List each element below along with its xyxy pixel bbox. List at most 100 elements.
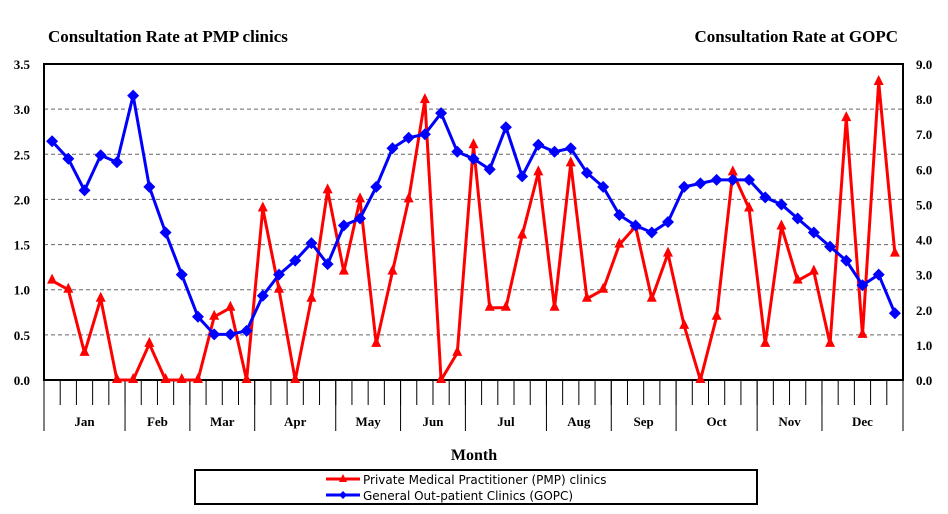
left-title: Consultation Rate at PMP clinics (48, 27, 288, 46)
pmp-point (176, 373, 187, 383)
right-tick-label: 3.0 (916, 268, 932, 283)
legend-diamond-icon (339, 491, 347, 499)
pmp-point (290, 373, 301, 383)
right-tick-label: 2.0 (916, 303, 932, 318)
month-label: Mar (210, 414, 235, 429)
gopc-point (743, 173, 756, 186)
left-tick-label: 0.5 (14, 328, 31, 343)
gopc-point (62, 152, 75, 165)
gopc-point (597, 180, 610, 193)
gopc-point (289, 254, 302, 267)
gopc-point (143, 180, 156, 193)
right-tick-label: 9.0 (916, 57, 932, 72)
left-tick-label: 3.5 (14, 57, 31, 72)
legend-triangle-icon (339, 474, 347, 482)
pmp-point (95, 291, 106, 302)
gopc-point (402, 131, 415, 144)
gopc-point (726, 173, 739, 186)
gopc-point (807, 226, 820, 239)
series-line-gopc (51, 94, 897, 336)
pmp-point (111, 373, 122, 383)
gopc-point (499, 121, 512, 134)
month-label: May (356, 414, 382, 429)
pmp-point (355, 192, 366, 203)
plot-frame (43, 63, 904, 381)
pmp-point (873, 75, 884, 86)
gopc-point (370, 180, 383, 193)
gopc-point (337, 219, 350, 232)
gopc-point (191, 310, 204, 323)
left-tick-label: 2.0 (14, 192, 30, 207)
gopc-point (613, 208, 626, 221)
pmp-point (695, 373, 706, 383)
gopc-point (94, 149, 107, 162)
pmp-point (662, 246, 673, 257)
gopc-point (451, 145, 464, 158)
pmp-point (322, 183, 333, 194)
pmp-point (744, 201, 755, 212)
left-tick-label: 2.5 (14, 147, 31, 162)
gopc-point (418, 128, 431, 141)
pmp-point (63, 282, 74, 293)
gopc-point (208, 328, 221, 341)
gopc-point (240, 324, 253, 337)
pmp-point (598, 282, 609, 293)
pmp-point (306, 291, 317, 302)
gopc-point (710, 173, 723, 186)
right-tick-label: 4.0 (916, 233, 932, 248)
gopc-point (78, 184, 91, 197)
right-tick-label: 6.0 (916, 162, 932, 177)
gopc-point (483, 163, 496, 176)
pmp-point (500, 300, 511, 311)
pmp-point (549, 300, 560, 311)
pmp-point (646, 291, 657, 302)
x-axis-title: Month (451, 447, 497, 464)
left-tick-label: 1.5 (14, 238, 31, 253)
pmp-point (192, 373, 203, 383)
pmp-point (581, 291, 592, 302)
month-label: Apr (284, 414, 307, 429)
pmp-point (825, 336, 836, 347)
gopc-point (386, 142, 399, 155)
gopc-point (775, 198, 788, 211)
pmp-point (808, 264, 819, 275)
gopc-point (273, 268, 286, 281)
pmp-point (274, 282, 285, 293)
pmp-point (484, 300, 495, 311)
month-label: Jan (74, 414, 95, 429)
gopc-point (759, 191, 772, 204)
pmp-point (533, 165, 544, 176)
pmp-point (614, 237, 625, 248)
gopc-point (175, 268, 188, 281)
left-tick-label: 0.0 (14, 373, 30, 388)
pmp-point (387, 264, 398, 275)
legend: Private Medical Practitioner (PMP) clini… (194, 469, 758, 505)
pmp-point (679, 318, 690, 329)
month-label: Feb (147, 414, 168, 429)
gopc-point (580, 166, 593, 179)
gopc-point (888, 307, 901, 320)
gopc-point (321, 258, 334, 271)
pmp-point (517, 228, 528, 239)
gopc-point (354, 212, 367, 225)
legend-gopc-label: General Out-patient Clinics (GOPC) (363, 489, 573, 503)
gopc-point (645, 226, 658, 239)
pmp-point (857, 327, 868, 338)
month-label: Jul (497, 414, 515, 429)
pmp-point (144, 336, 155, 347)
pmp-point (452, 345, 463, 356)
month-label: Aug (567, 414, 591, 429)
right-tick-label: 0.0 (916, 373, 932, 388)
gopc-point (46, 135, 59, 148)
pmp-point (760, 336, 771, 347)
gopc-point (791, 212, 804, 225)
month-label: Nov (778, 414, 801, 429)
pmp-point (47, 273, 58, 284)
gopc-point (467, 152, 480, 165)
pmp-point (403, 192, 414, 203)
gopc-point (678, 180, 691, 193)
gopc-point (110, 156, 123, 169)
gopc-point (548, 145, 561, 158)
month-label: Sep (634, 414, 654, 429)
